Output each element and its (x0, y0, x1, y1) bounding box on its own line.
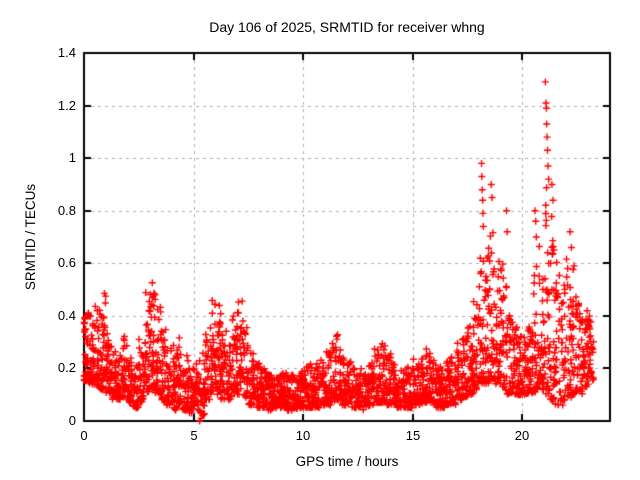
x-tick-label: 0 (80, 428, 88, 443)
y-tick-label: 0.4 (57, 308, 76, 323)
y-tick-label: 0.2 (57, 360, 76, 375)
y-axis-label: SRMTID / TECUs (23, 183, 38, 291)
x-axis-label: GPS time / hours (295, 454, 399, 469)
y-tick-label: 0.8 (57, 203, 76, 218)
chart-title: Day 106 of 2025, SRMTID for receiver whn… (209, 19, 485, 35)
y-tick-label: 0 (68, 413, 76, 428)
x-tick-label: 15 (405, 428, 421, 443)
x-tick-label: 20 (514, 428, 530, 443)
y-tick-label: 0.6 (57, 255, 76, 270)
y-tick-label: 1.2 (57, 98, 76, 113)
x-tick-label: 5 (190, 428, 198, 443)
y-tick-label: 1.4 (57, 45, 76, 60)
x-tick-label: 10 (295, 428, 311, 443)
y-tick-label: 1 (68, 150, 76, 165)
